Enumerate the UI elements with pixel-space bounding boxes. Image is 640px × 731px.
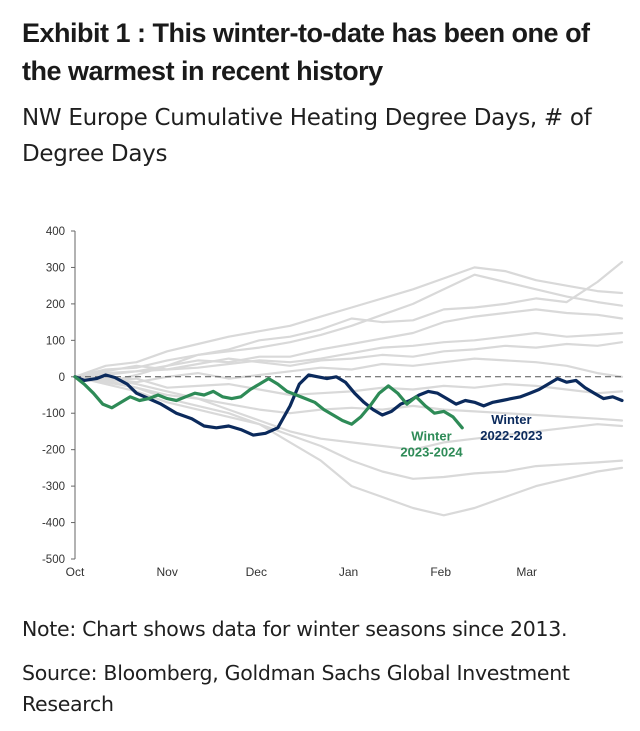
series-line-history [73,266,624,378]
series-line-winter-2022-2023 [73,373,624,437]
series-label-winter-2022-2023: 2022-2023 [480,428,542,443]
y-tick-label: 100 [46,335,65,347]
y-tick-label: 300 [46,262,65,274]
chart-note: Note: Chart shows data for winter season… [22,617,568,641]
series-line-winter-2023-2024 [73,375,464,430]
series-line-history [73,341,624,378]
series-label-winter-2023-2024: Winter [411,429,451,444]
y-tick-label: -400 [42,518,65,530]
chart-subtitle: NW Europe Cumulative Heating Degree Days… [22,105,592,167]
y-tick-label: 400 [46,226,65,238]
y-tick-label: 0 [59,372,65,384]
y-tick-label: -300 [42,481,65,493]
x-tick-label: Feb [430,565,451,579]
series-line-history [73,375,624,480]
y-tick-label: -100 [42,408,65,420]
series-line-history [73,375,624,422]
x-tick-label: Dec [246,565,267,579]
series-label-winter-2023-2024: 2023-2024 [400,445,463,460]
x-tick-label: Oct [66,565,85,579]
series-label-winter-2022-2023: Winter [491,412,531,427]
x-tick-label: Mar [516,565,537,579]
y-tick-label: -200 [42,445,65,457]
y-tick-label: -500 [42,554,65,566]
series-line-history [73,273,624,378]
series-line-history [73,308,624,378]
y-tick-label: 200 [46,299,65,311]
series-line-history [73,375,624,451]
chart-source: Source: Bloomberg, Goldman Sachs Global … [22,661,570,716]
x-tick-label: Jan [339,565,358,579]
x-tick-label: Nov [157,565,178,579]
chart-title: Exhibit 1 : This winter-to-date has been… [22,18,590,86]
